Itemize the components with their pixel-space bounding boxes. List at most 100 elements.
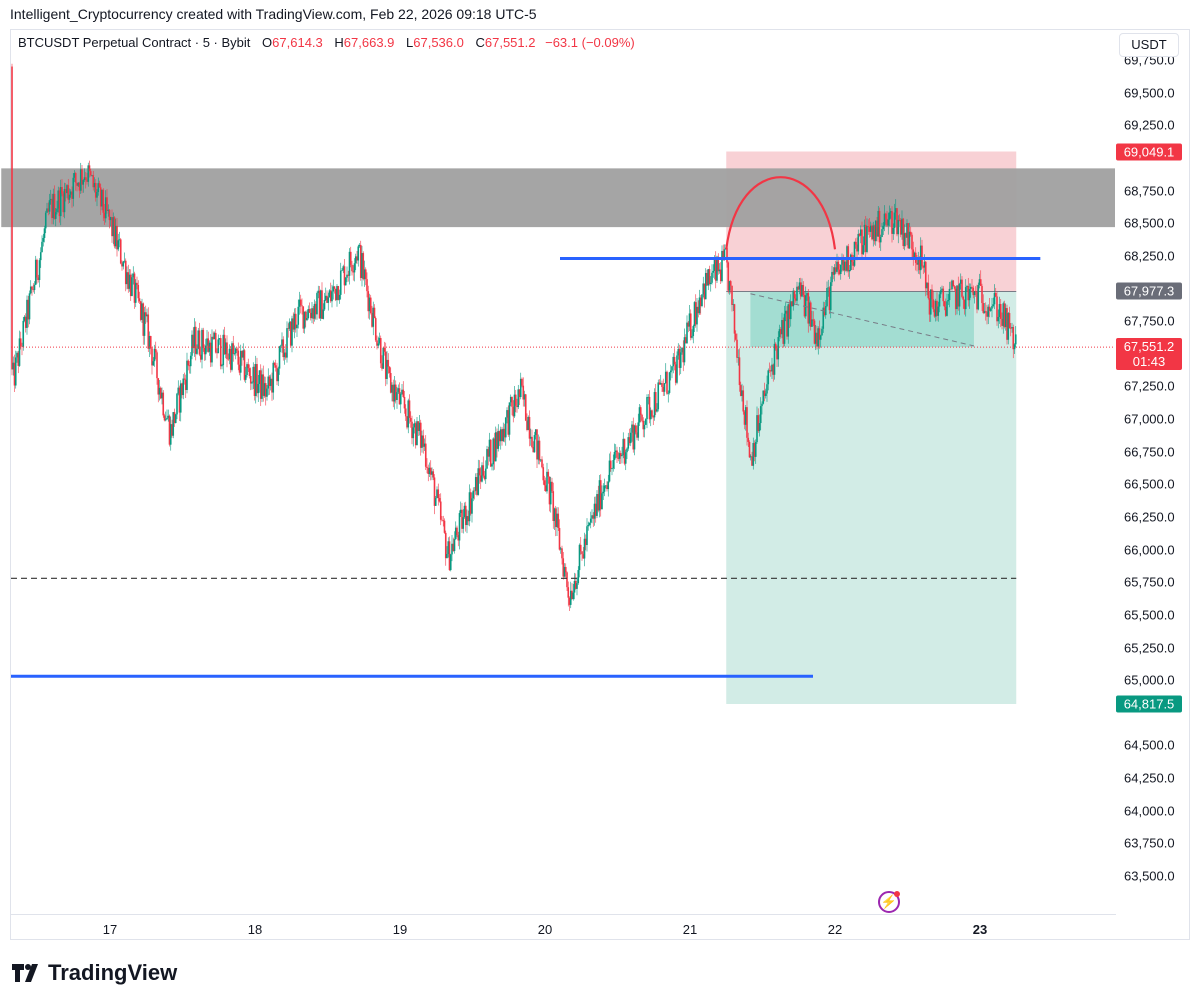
candle-body <box>151 348 153 366</box>
candle-body <box>418 422 421 431</box>
candle-body <box>898 219 901 221</box>
time-tick-label: 22 <box>827 922 843 937</box>
candle-body <box>86 179 88 182</box>
candle-body <box>188 365 191 367</box>
candle-body <box>588 522 591 526</box>
candle-body <box>407 400 410 428</box>
candle-body <box>377 343 380 346</box>
time-axis[interactable]: 17 18 19 20 21 22 23 <box>10 914 1116 941</box>
candle-body <box>959 279 962 284</box>
symbol-name[interactable]: BTCUSDT Perpetual Contract · 5 · Bybit <box>18 35 251 50</box>
candle-body <box>707 269 710 286</box>
candle-body <box>917 257 920 265</box>
candle-body <box>356 256 358 261</box>
candle-body <box>493 438 496 462</box>
price-axis[interactable]: 69,750.0 69,500.0 69,250.0 68,750.0 68,500.0… <box>1116 30 1188 914</box>
candle-body <box>899 219 902 235</box>
candle-body <box>742 390 745 412</box>
candle-body <box>799 282 802 297</box>
candle-body <box>507 410 510 435</box>
close-label: C <box>475 35 485 50</box>
candle-body <box>436 489 438 499</box>
candle-body <box>677 348 680 356</box>
candle-body <box>388 366 391 374</box>
candle-body <box>382 347 385 369</box>
candle-body <box>54 212 57 219</box>
candle-body <box>144 312 147 317</box>
candle-body <box>93 182 96 188</box>
candle-body <box>888 212 891 220</box>
candle-body <box>119 239 122 264</box>
candle-body <box>857 233 860 252</box>
candle-body <box>868 227 871 232</box>
candle-body <box>736 339 738 358</box>
candle-body <box>154 348 157 353</box>
candle-body <box>293 313 296 330</box>
candle-body <box>652 416 655 418</box>
candle-body <box>56 208 58 213</box>
candle-body <box>569 590 572 605</box>
candle-body <box>226 342 228 359</box>
candle-body <box>514 394 517 406</box>
candle-body <box>353 263 356 273</box>
candle-body <box>838 269 841 275</box>
candle-body <box>737 357 740 358</box>
candle-body <box>209 342 212 363</box>
candle-body <box>327 297 330 303</box>
candle-body <box>992 304 995 307</box>
candle-body <box>169 424 172 445</box>
candle-body <box>692 326 695 337</box>
candle-body <box>149 336 152 349</box>
candle-body <box>352 271 355 273</box>
candle-body <box>286 328 288 358</box>
candle-body <box>757 415 760 432</box>
candle-body <box>59 187 62 217</box>
candle-body <box>237 350 240 365</box>
candle-body <box>631 424 633 433</box>
candle-body <box>117 240 120 250</box>
candle-body <box>532 447 535 453</box>
candle-body <box>198 330 201 355</box>
candle-body <box>608 460 611 482</box>
candle-body <box>227 358 230 360</box>
candle-body <box>112 217 115 237</box>
candle-body <box>648 396 651 420</box>
candle-body <box>179 383 182 413</box>
candle-body <box>939 290 942 295</box>
price-tick-label: 64,000.0 <box>1124 803 1175 819</box>
candle-body <box>173 412 176 424</box>
candle-body <box>834 267 837 272</box>
symbol-legend: BTCUSDT Perpetual Contract · 5 · Bybit O… <box>18 35 635 50</box>
candle-body <box>109 217 112 221</box>
candle-body <box>142 303 145 336</box>
candle-body <box>197 330 200 349</box>
candle-body <box>971 286 973 288</box>
candle-body <box>13 362 16 386</box>
candle-body <box>174 414 177 424</box>
candle-body <box>769 370 772 372</box>
time-tick-label: 20 <box>537 922 553 937</box>
candle-body <box>878 210 881 243</box>
candle-body <box>41 241 43 253</box>
candle-body <box>329 290 332 302</box>
candle-body <box>728 281 731 291</box>
candle-body <box>758 423 761 432</box>
tradingview-logo[interactable]: TradingView <box>12 960 177 986</box>
candle-body <box>102 189 105 213</box>
candle-body <box>186 360 188 391</box>
close-value: 67,551.2 <box>484 35 536 50</box>
lightning-icon[interactable]: ⚡ <box>878 891 900 913</box>
candle-body <box>598 480 601 511</box>
candle-body <box>698 297 701 314</box>
currency-button[interactable]: USDT <box>1119 33 1179 57</box>
candle-body <box>722 250 725 259</box>
candle-body <box>476 477 478 495</box>
notification-dot <box>894 891 900 897</box>
candle-body <box>683 337 686 363</box>
candle-body <box>803 294 806 317</box>
candle-body <box>679 352 682 368</box>
price-tick-label: 67,750.0 <box>1124 313 1175 329</box>
candle-body <box>649 410 652 420</box>
candle-body <box>996 296 998 322</box>
